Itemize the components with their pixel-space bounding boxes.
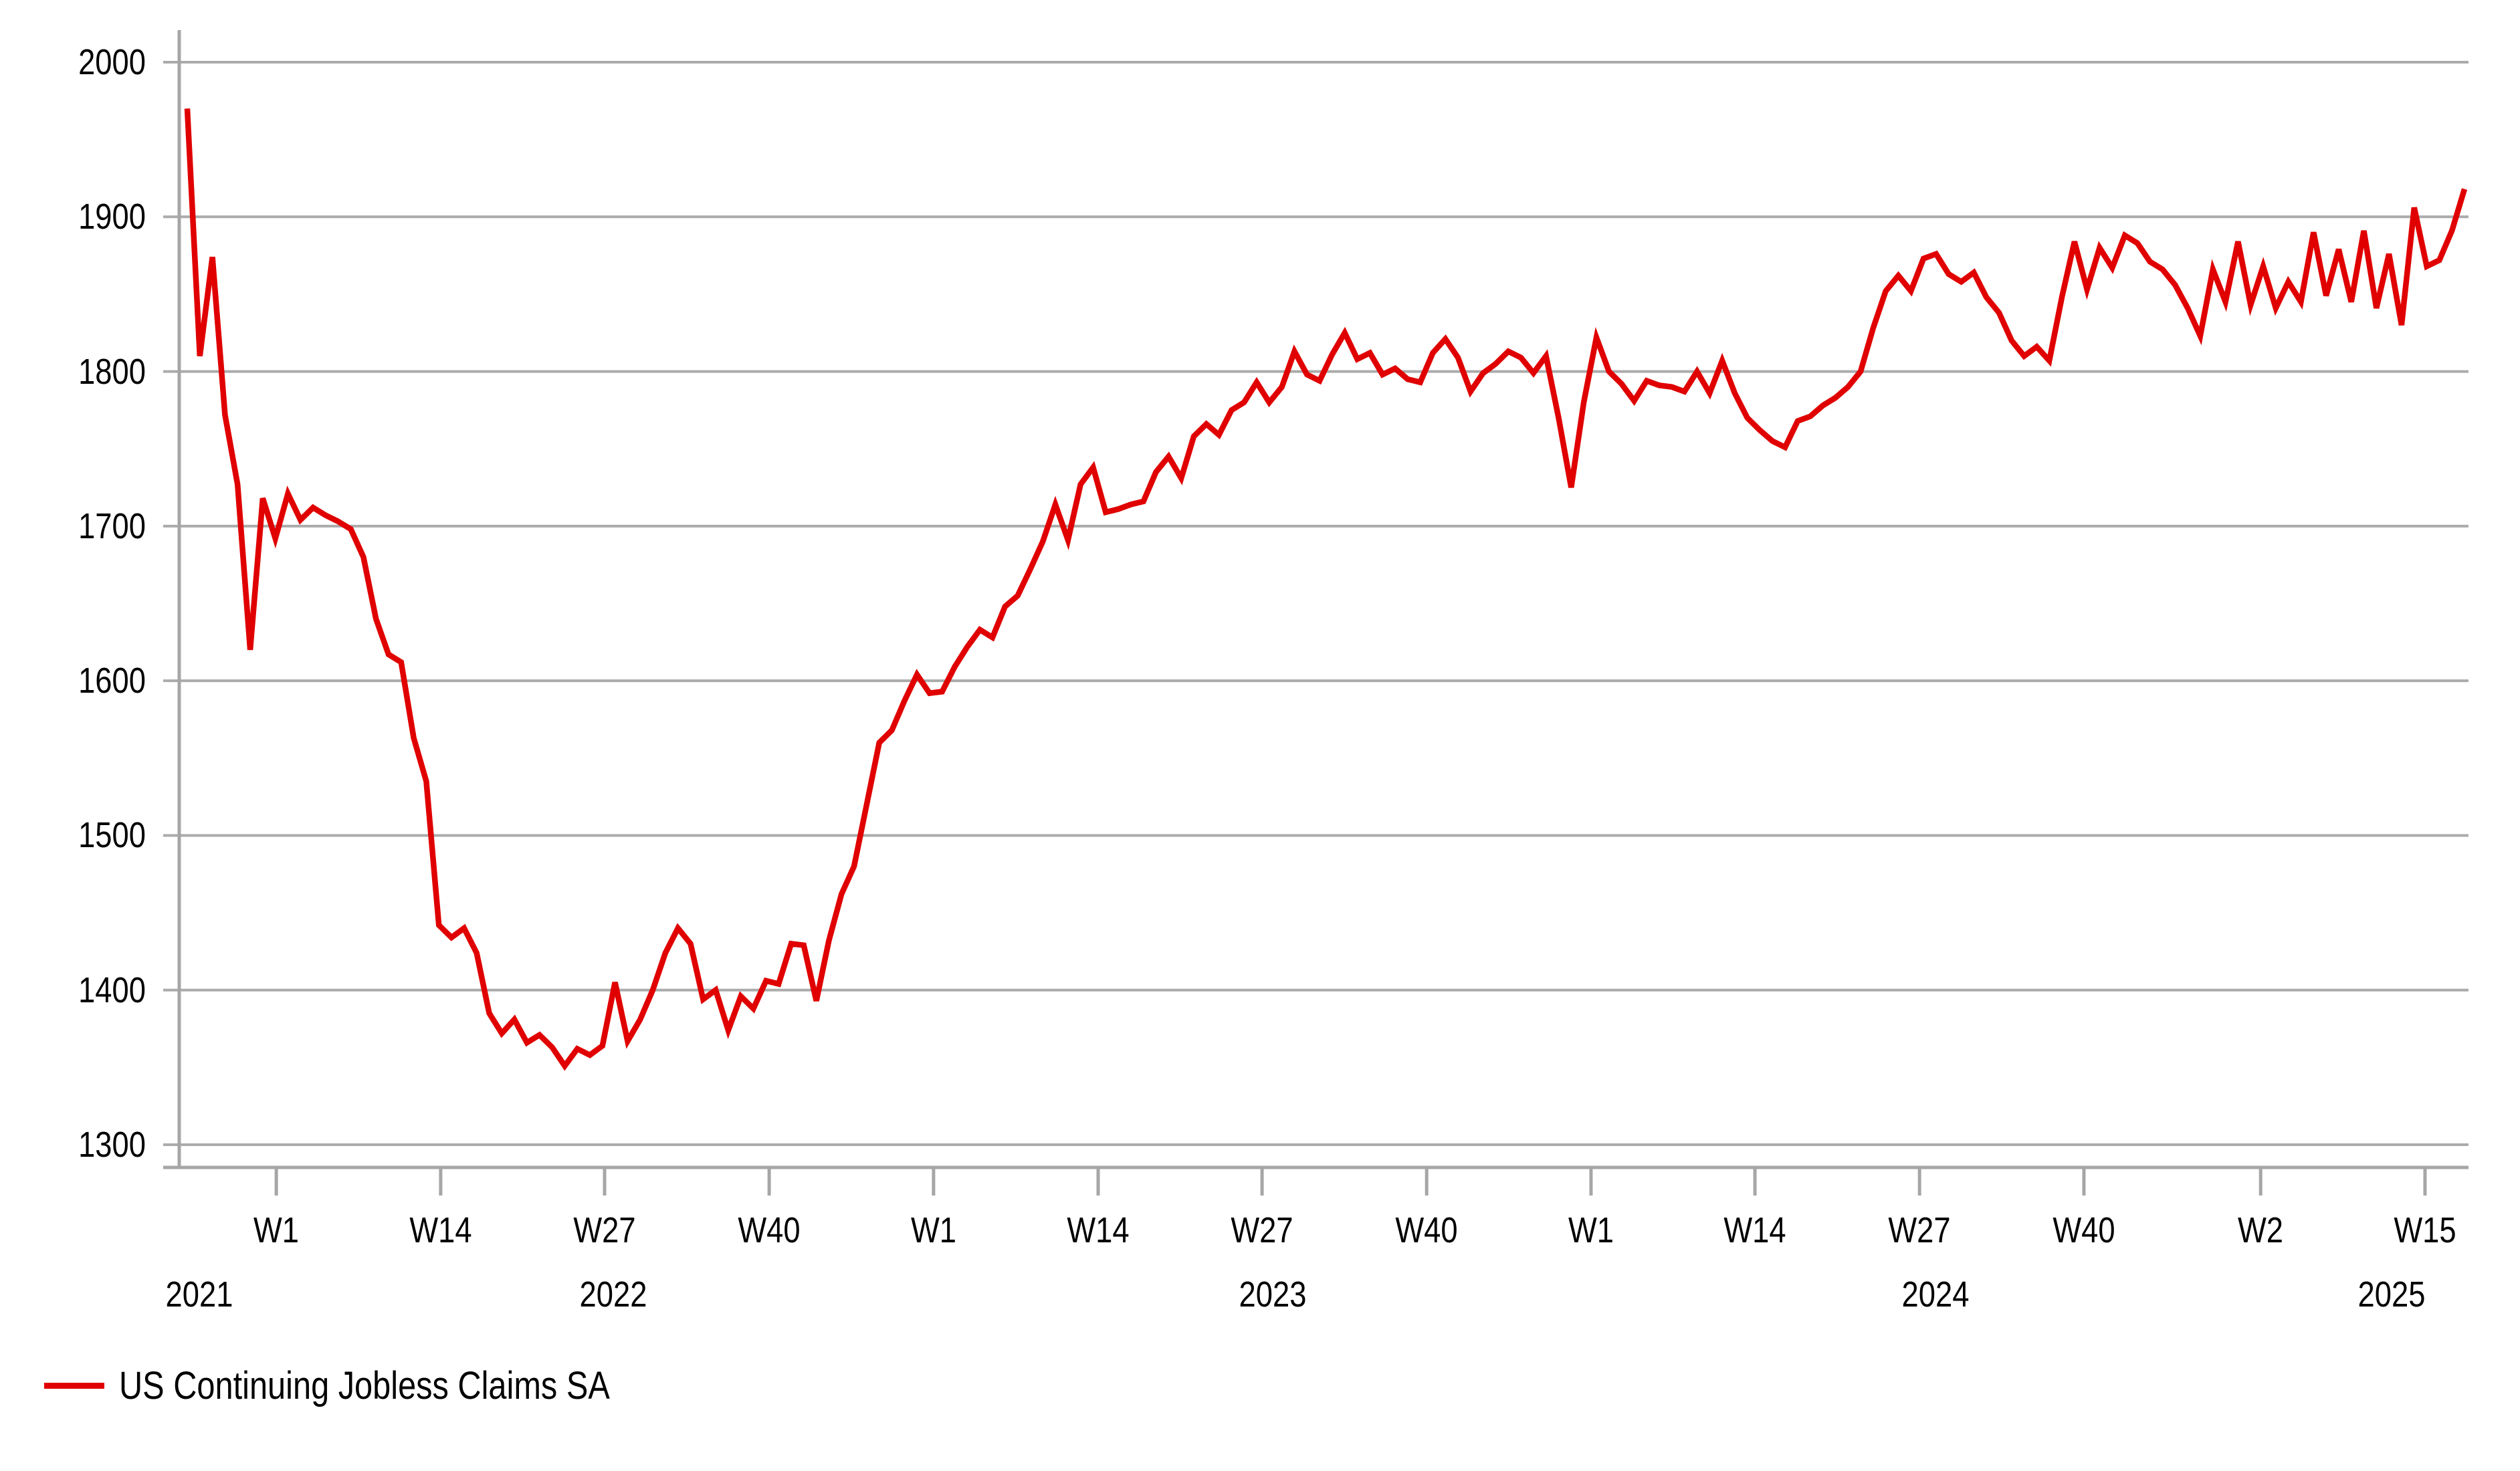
y-axis-label-1400: 1400	[78, 970, 146, 1010]
x-axis-year-label-2023: 2023	[1239, 1274, 1307, 1315]
x-axis-week-label-11: W40	[2053, 1210, 2115, 1250]
x-axis-week-label-2: W27	[573, 1210, 636, 1250]
legend-line-swatch	[44, 1382, 104, 1389]
y-axis-label-1300: 1300	[78, 1125, 146, 1165]
series-us-continuing-jobless-claims	[184, 108, 2468, 1071]
y-axis-label-2000: 2000	[78, 42, 146, 82]
x-axis-week-label-7: W40	[1395, 1210, 1458, 1250]
x-axis-week-label-13: W15	[2394, 1210, 2456, 1250]
legend: US Continuing Jobless Claims SA	[44, 1361, 704, 1409]
y-axis-label-1500: 1500	[78, 815, 146, 856]
x-axis-week-label-10: W27	[1888, 1210, 1951, 1250]
x-axis-week-label-5: W14	[1067, 1210, 1130, 1250]
x-axis-week-label-1: W14	[409, 1210, 472, 1250]
y-axis-label-1600: 1600	[78, 661, 146, 701]
x-axis-year-label-2021: 2021	[165, 1274, 233, 1315]
x-axis-week-label-3: W40	[738, 1210, 801, 1250]
y-axis-label-1800: 1800	[78, 351, 146, 392]
legend-label: US Continuing Jobless Claims SA	[119, 1363, 610, 1407]
y-axis-label-1700: 1700	[78, 505, 146, 546]
x-axis-week-label-6: W27	[1231, 1210, 1293, 1250]
x-axis-week-label-12: W2	[2238, 1210, 2284, 1250]
x-axis-week-label-9: W14	[1723, 1210, 1786, 1250]
x-axis-week-label-4: W1	[910, 1210, 956, 1250]
x-axis-year-label-2024: 2024	[1901, 1274, 1970, 1315]
x-axis-year-label-2025: 2025	[2357, 1274, 2426, 1315]
x-axis-week-label-0: W1	[253, 1210, 300, 1250]
x-axis-week-label-8: W1	[1568, 1210, 1614, 1250]
y-axis-label-1900: 1900	[78, 197, 146, 237]
x-axis-year-label-2022: 2022	[579, 1274, 647, 1315]
